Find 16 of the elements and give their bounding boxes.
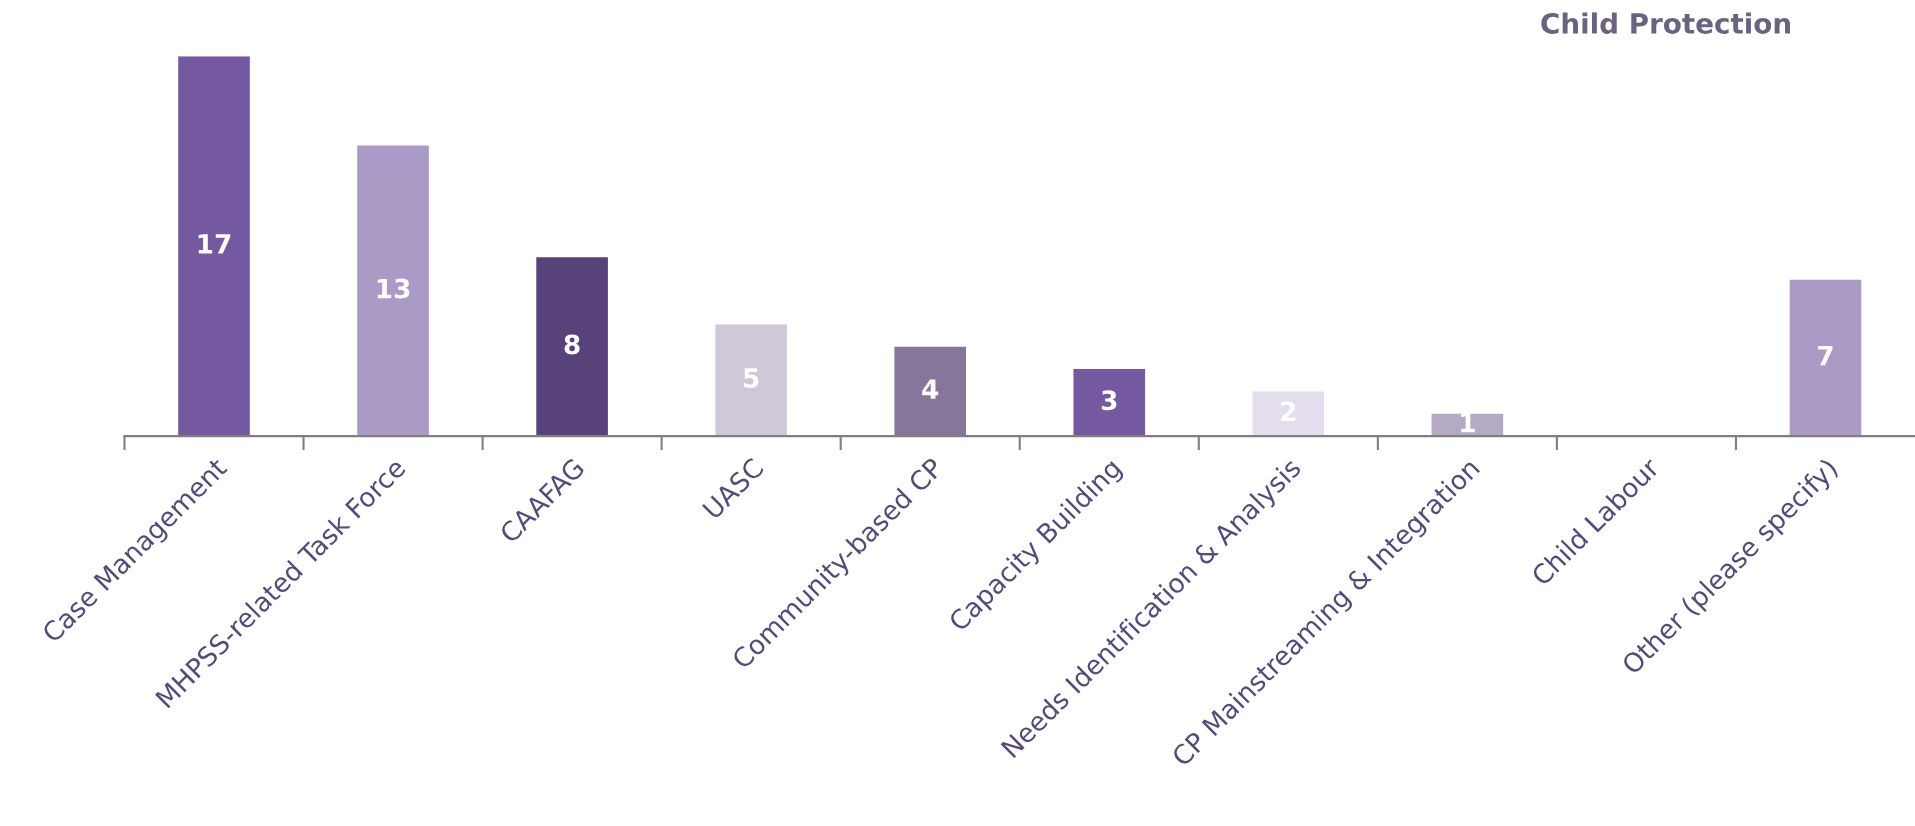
bar — [357, 145, 429, 437]
bar — [1789, 279, 1862, 437]
data-label: 13 — [377, 278, 410, 299]
bar — [894, 346, 967, 437]
data-label: 3 — [1101, 390, 1117, 411]
data-label: 4 — [922, 379, 939, 399]
data-label: 17 — [198, 234, 231, 254]
data-label: 1 — [1461, 413, 1475, 433]
bar — [715, 324, 787, 437]
bar — [536, 257, 608, 437]
data-label: 8 — [564, 334, 580, 355]
bar — [1073, 369, 1146, 437]
bar — [1252, 391, 1325, 437]
chart-title: Child Protection — [1541, 12, 1790, 34]
data-label: 7 — [1818, 345, 1833, 366]
bar — [178, 56, 250, 437]
